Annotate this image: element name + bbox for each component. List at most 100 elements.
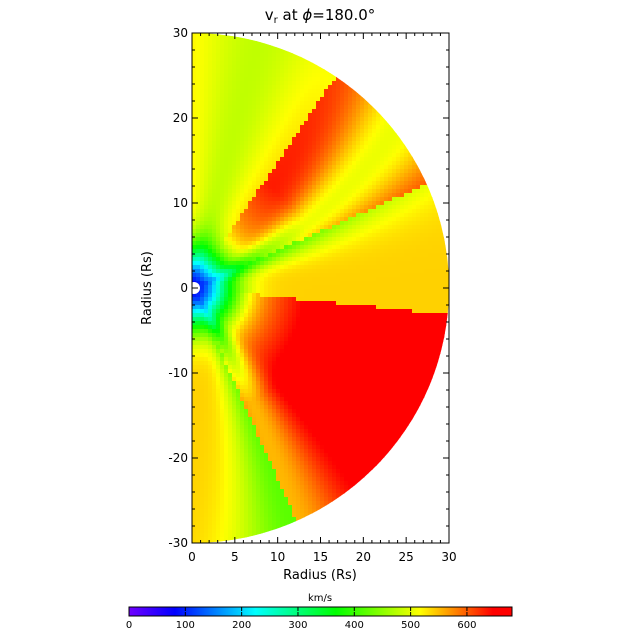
heatmap-cell — [376, 365, 381, 370]
heatmap-cell — [276, 157, 281, 162]
heatmap-cell — [304, 125, 309, 130]
heatmap-cell — [352, 105, 357, 110]
heatmap-cell — [240, 125, 245, 130]
heatmap-cell — [336, 361, 341, 366]
heatmap-cell — [444, 257, 449, 262]
heatmap-cell — [288, 177, 293, 182]
heatmap-cell — [304, 53, 309, 58]
heatmap-cell — [244, 97, 249, 102]
heatmap-cell — [224, 145, 229, 150]
heatmap-cell — [360, 225, 365, 230]
heatmap-cell — [296, 157, 301, 162]
heatmap-cell — [408, 293, 413, 298]
heatmap-cell — [204, 293, 209, 298]
heatmap-cell — [220, 193, 225, 198]
heatmap-cell — [328, 361, 333, 366]
heatmap-cell — [380, 313, 385, 318]
heatmap-cell — [212, 201, 217, 206]
heatmap-cell — [316, 229, 321, 234]
heatmap-cell — [336, 197, 341, 202]
heatmap-cell — [352, 361, 357, 366]
heatmap-cell — [348, 293, 353, 298]
heatmap-cell — [352, 153, 357, 158]
heatmap-cell — [444, 261, 449, 266]
heatmap-cell — [428, 381, 433, 386]
heatmap-cell — [328, 101, 333, 106]
heatmap-cell — [204, 277, 209, 282]
heatmap-cell — [380, 241, 385, 246]
heatmap-cell — [256, 345, 261, 350]
heatmap-cell — [348, 361, 353, 366]
heatmap-cell — [252, 109, 257, 114]
heatmap-cell — [332, 341, 337, 346]
heatmap-cell — [264, 97, 269, 102]
heatmap-cell — [296, 249, 301, 254]
heatmap-cell — [324, 201, 329, 206]
heatmap-cell — [220, 165, 225, 170]
heatmap-cell — [440, 265, 445, 270]
heatmap-cell — [212, 225, 217, 230]
heatmap-cell — [412, 165, 417, 170]
heatmap-cell — [388, 361, 393, 366]
heatmap-cell — [296, 361, 301, 366]
heatmap-cell — [428, 245, 433, 250]
heatmap-cell — [308, 237, 313, 242]
heatmap-cell — [324, 173, 329, 178]
heatmap-cell — [372, 381, 377, 386]
heatmap-cell — [404, 289, 409, 294]
heatmap-cell — [344, 113, 349, 118]
heatmap-cell — [328, 213, 333, 218]
heatmap-cell — [348, 305, 353, 310]
heatmap-cell — [276, 269, 281, 274]
heatmap-cell — [360, 321, 365, 326]
heatmap-cell — [252, 57, 257, 62]
heatmap-cell — [408, 285, 413, 290]
heatmap-cell — [272, 97, 277, 102]
heatmap-cell — [288, 73, 293, 78]
heatmap-cell — [328, 117, 333, 122]
heatmap-cell — [272, 113, 277, 118]
heatmap-cell — [260, 249, 265, 254]
heatmap-cell — [336, 273, 341, 278]
heatmap-cell — [304, 57, 309, 62]
heatmap-cell — [372, 205, 377, 210]
heatmap-cell — [420, 341, 425, 346]
heatmap-cell — [216, 117, 221, 122]
heatmap-cell — [296, 53, 301, 58]
heatmap-cell — [420, 257, 425, 262]
heatmap-cell — [212, 73, 217, 78]
heatmap-cell — [428, 229, 433, 234]
heatmap-cell — [284, 185, 289, 190]
heatmap-cell — [344, 341, 349, 346]
heatmap-cell — [232, 193, 237, 198]
heatmap-cell — [324, 113, 329, 118]
heatmap-cell — [404, 261, 409, 266]
heatmap-cell — [376, 369, 381, 374]
heatmap-cell — [384, 313, 389, 318]
heatmap-cell — [376, 357, 381, 362]
heatmap-cell — [312, 133, 317, 138]
heatmap-cell — [280, 201, 285, 206]
heatmap-cell — [400, 289, 405, 294]
heatmap-cell — [328, 209, 333, 214]
heatmap-cell — [348, 209, 353, 214]
heatmap-cell — [304, 113, 309, 118]
heatmap-cell — [396, 241, 401, 246]
heatmap-cell — [224, 329, 229, 334]
heatmap-cell — [204, 369, 209, 374]
heatmap-cell — [212, 117, 217, 122]
heatmap-cell — [404, 369, 409, 374]
heatmap-cell — [296, 93, 301, 98]
heatmap-cell — [268, 121, 273, 126]
heatmap-cell — [344, 377, 349, 382]
heatmap-cell — [264, 65, 269, 70]
heatmap-cell — [304, 197, 309, 202]
heatmap-cell — [304, 349, 309, 354]
heatmap-cell — [292, 289, 297, 294]
heatmap-cell — [284, 89, 289, 94]
heatmap-cell — [220, 297, 225, 302]
heatmap-cell — [240, 361, 245, 366]
heatmap-cell — [252, 201, 257, 206]
heatmap-cell — [276, 385, 281, 390]
heatmap-cell — [388, 129, 393, 134]
